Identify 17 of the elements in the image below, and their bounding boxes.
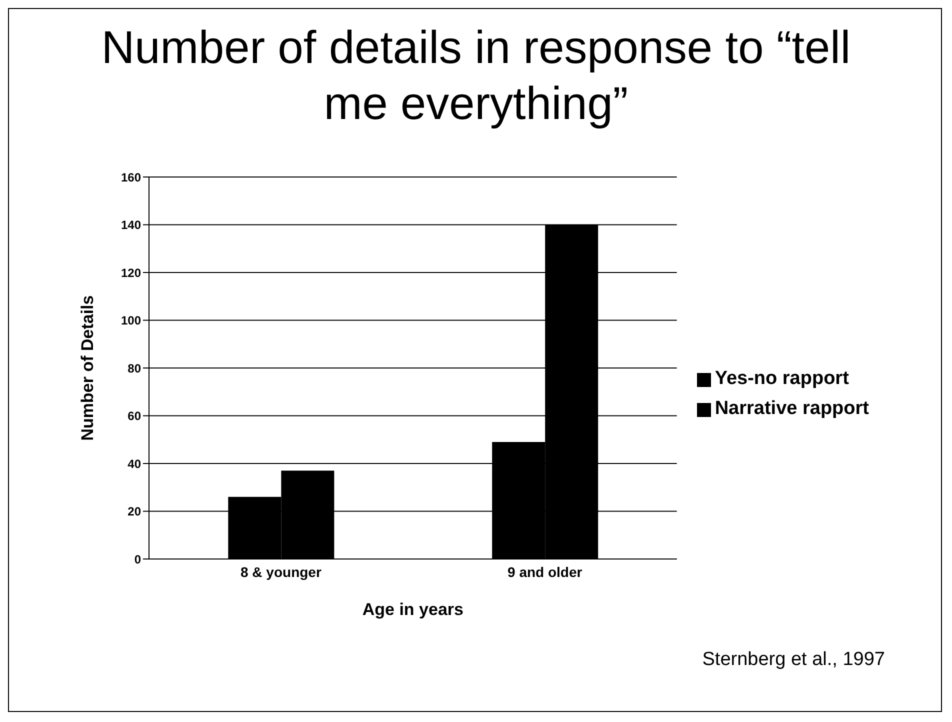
y-tick-label: 120 bbox=[120, 266, 142, 280]
y-tick-label: 0 bbox=[134, 552, 142, 566]
chart-title: Number of details in response to “tell me everything” bbox=[100, 20, 852, 131]
y-axis-title: Number of Details bbox=[78, 295, 98, 441]
y-tick-label: 80 bbox=[128, 361, 142, 376]
x-tick-label: 9 and older bbox=[508, 564, 583, 580]
legend-label: Narrative rapport bbox=[714, 398, 869, 419]
x-tick-label: 8 & younger bbox=[240, 564, 322, 580]
y-tick-label: 100 bbox=[120, 314, 142, 328]
x-axis-title: Age in years bbox=[362, 600, 464, 619]
y-tick-label: 40 bbox=[128, 456, 142, 471]
y-tick-label: 60 bbox=[128, 409, 142, 424]
text: Sternberg et al., 1997 bbox=[702, 649, 885, 671]
y-tick-label: 140 bbox=[120, 218, 142, 232]
legend-label: Yes-no rapport bbox=[714, 368, 849, 389]
y-tick-label: 20 bbox=[128, 504, 142, 519]
y-tick-label: 160 bbox=[120, 170, 142, 184]
